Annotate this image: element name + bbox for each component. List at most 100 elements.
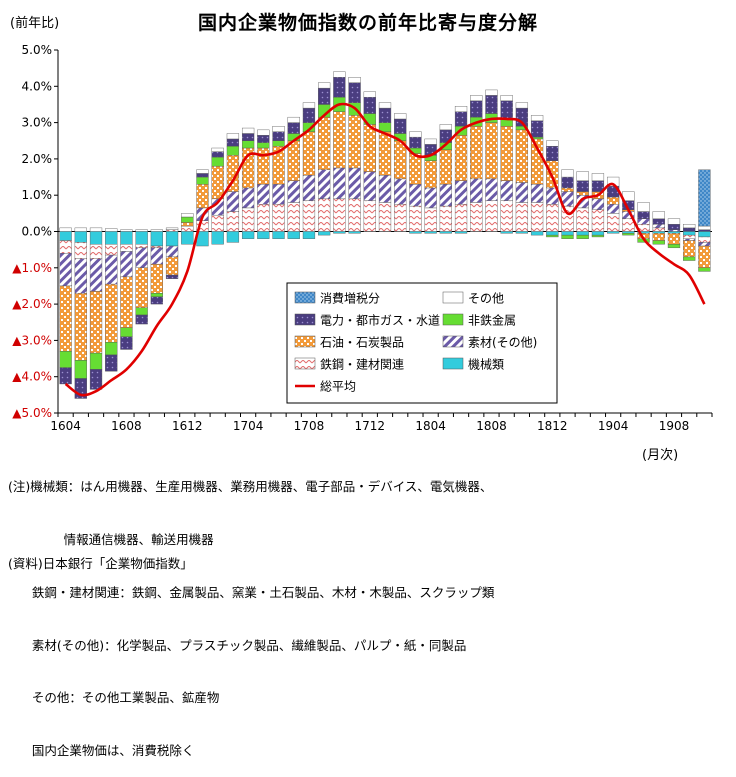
- bar-segment: [546, 140, 559, 147]
- bar-segment: [561, 231, 574, 236]
- x-tick-label: 1712: [355, 419, 386, 433]
- bar-segment: [378, 202, 392, 232]
- bar-segment: [150, 231, 163, 247]
- bar-segment: [409, 184, 422, 207]
- bar-segment: [424, 187, 437, 209]
- bar-segment: [470, 100, 483, 118]
- bar-segment: [105, 283, 118, 343]
- bar-segment: [105, 254, 118, 285]
- bar-segment: [683, 227, 696, 232]
- bar-segment: [561, 176, 574, 189]
- bar-segment: [409, 205, 422, 232]
- y-tick-label: 4.0%: [22, 79, 53, 93]
- bar-segment: [698, 245, 711, 269]
- bars-group: [59, 71, 711, 399]
- bar-segment: [500, 100, 513, 120]
- bar-segment: [454, 106, 468, 112]
- bar-segment: [89, 258, 103, 292]
- bar-segment: [241, 133, 255, 141]
- x-tick-label: 1808: [476, 419, 507, 433]
- bar-segment: [591, 198, 605, 210]
- note-line: その他：その他工業製品、鉱産物: [8, 690, 220, 706]
- x-tick-label: 1704: [233, 419, 264, 433]
- bar-segment: [89, 352, 103, 370]
- bar-segment: [120, 244, 133, 252]
- bar-segment: [135, 244, 148, 249]
- bar-segment: [485, 89, 498, 96]
- bar-segment: [135, 231, 148, 245]
- bar-segment: [89, 369, 103, 390]
- bar-segment: [591, 231, 605, 236]
- bar-segment: [287, 231, 300, 239]
- bar-segment: [105, 354, 118, 372]
- y-tick-label: ▲5.0%: [12, 406, 52, 420]
- bar-segment: [241, 207, 255, 232]
- bar-segment: [287, 122, 300, 134]
- bar-segment: [105, 342, 118, 356]
- bar-segment: [318, 169, 331, 200]
- bar-segment: [424, 138, 437, 145]
- bar-segment: [287, 116, 300, 123]
- bar-segment: [576, 231, 589, 236]
- bar-segment: [530, 184, 544, 203]
- bar-segment: [667, 224, 681, 230]
- chart-title: 国内企業物価指数の前年比寄与度分解: [197, 12, 538, 34]
- bar-segment: [454, 180, 468, 205]
- bar-segment: [59, 351, 72, 368]
- bar-segment: [257, 184, 270, 205]
- bar-segment: [59, 367, 72, 385]
- bar-segment: [257, 231, 270, 239]
- x-tick-label: 1804: [415, 419, 446, 433]
- bar-segment: [515, 102, 529, 109]
- bar-segment: [59, 227, 72, 232]
- bar-segment: [120, 251, 133, 278]
- bar-segment: [196, 184, 209, 209]
- bar-segment: [333, 71, 346, 78]
- bar-segment: [150, 293, 163, 298]
- bar-segment: [378, 107, 392, 123]
- bar-segment: [196, 176, 209, 185]
- bar-segment: [74, 231, 87, 243]
- bar-segment: [439, 231, 452, 234]
- bar-segment: [241, 127, 255, 134]
- legend-label: 機械類: [468, 357, 504, 372]
- y-tick-label: 5.0%: [22, 43, 53, 57]
- legend-label: 総平均: [320, 380, 356, 394]
- bar-segment: [302, 200, 316, 232]
- bar-segment: [59, 285, 72, 352]
- bar-segment: [135, 229, 148, 232]
- bar-segment: [89, 244, 103, 259]
- bar-segment: [439, 124, 452, 131]
- bar-segment: [74, 242, 87, 259]
- bar-segment: [607, 213, 620, 232]
- bar-segment: [652, 240, 665, 245]
- bar-segment: [394, 113, 407, 120]
- bar-segment: [74, 227, 87, 232]
- bar-segment: [211, 151, 224, 158]
- bar-segment: [333, 167, 346, 200]
- bar-segment: [546, 234, 559, 238]
- legend-swatch: [294, 335, 316, 348]
- bar-segment: [181, 216, 194, 223]
- bar-segment: [272, 204, 285, 232]
- bar-segment: [698, 236, 711, 243]
- bar-segment: [348, 82, 361, 103]
- note-line: (注)機械類：はん用機器、生産用機器、業務用機器、電子部品・デバイス、電気機器、: [8, 479, 493, 495]
- bar-segment: [105, 244, 118, 256]
- note-line: 情報通信機器、輸送用機器: [8, 531, 214, 547]
- bar-segment: [652, 233, 665, 241]
- bar-segment: [500, 200, 513, 232]
- bar-segment: [409, 231, 422, 234]
- bar-segment: [470, 202, 483, 232]
- bar-segment: [348, 198, 361, 232]
- bar-segment: [302, 102, 316, 109]
- bar-segment: [683, 224, 696, 229]
- bar-segment: [287, 202, 300, 232]
- bar-segment: [241, 187, 255, 209]
- bar-segment: [59, 253, 72, 287]
- y-tick-label: ▲4.0%: [12, 370, 52, 384]
- bar-segment: [333, 77, 346, 98]
- bar-segment: [348, 167, 361, 200]
- note-line: 鉄鋼・建材関連：鉄鋼、金属製品、窯業・土石製品、木材・木製品、スクラップ類: [8, 584, 495, 600]
- bar-segment: [89, 291, 103, 354]
